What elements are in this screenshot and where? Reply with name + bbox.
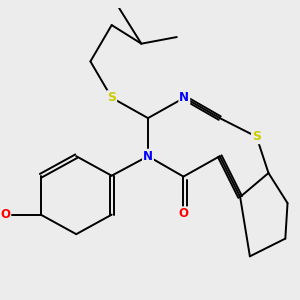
Text: N: N	[143, 150, 153, 163]
Text: S: S	[252, 130, 261, 143]
Text: S: S	[107, 91, 116, 104]
Text: O: O	[0, 208, 11, 221]
Text: N: N	[179, 91, 189, 104]
Text: O: O	[178, 207, 188, 220]
